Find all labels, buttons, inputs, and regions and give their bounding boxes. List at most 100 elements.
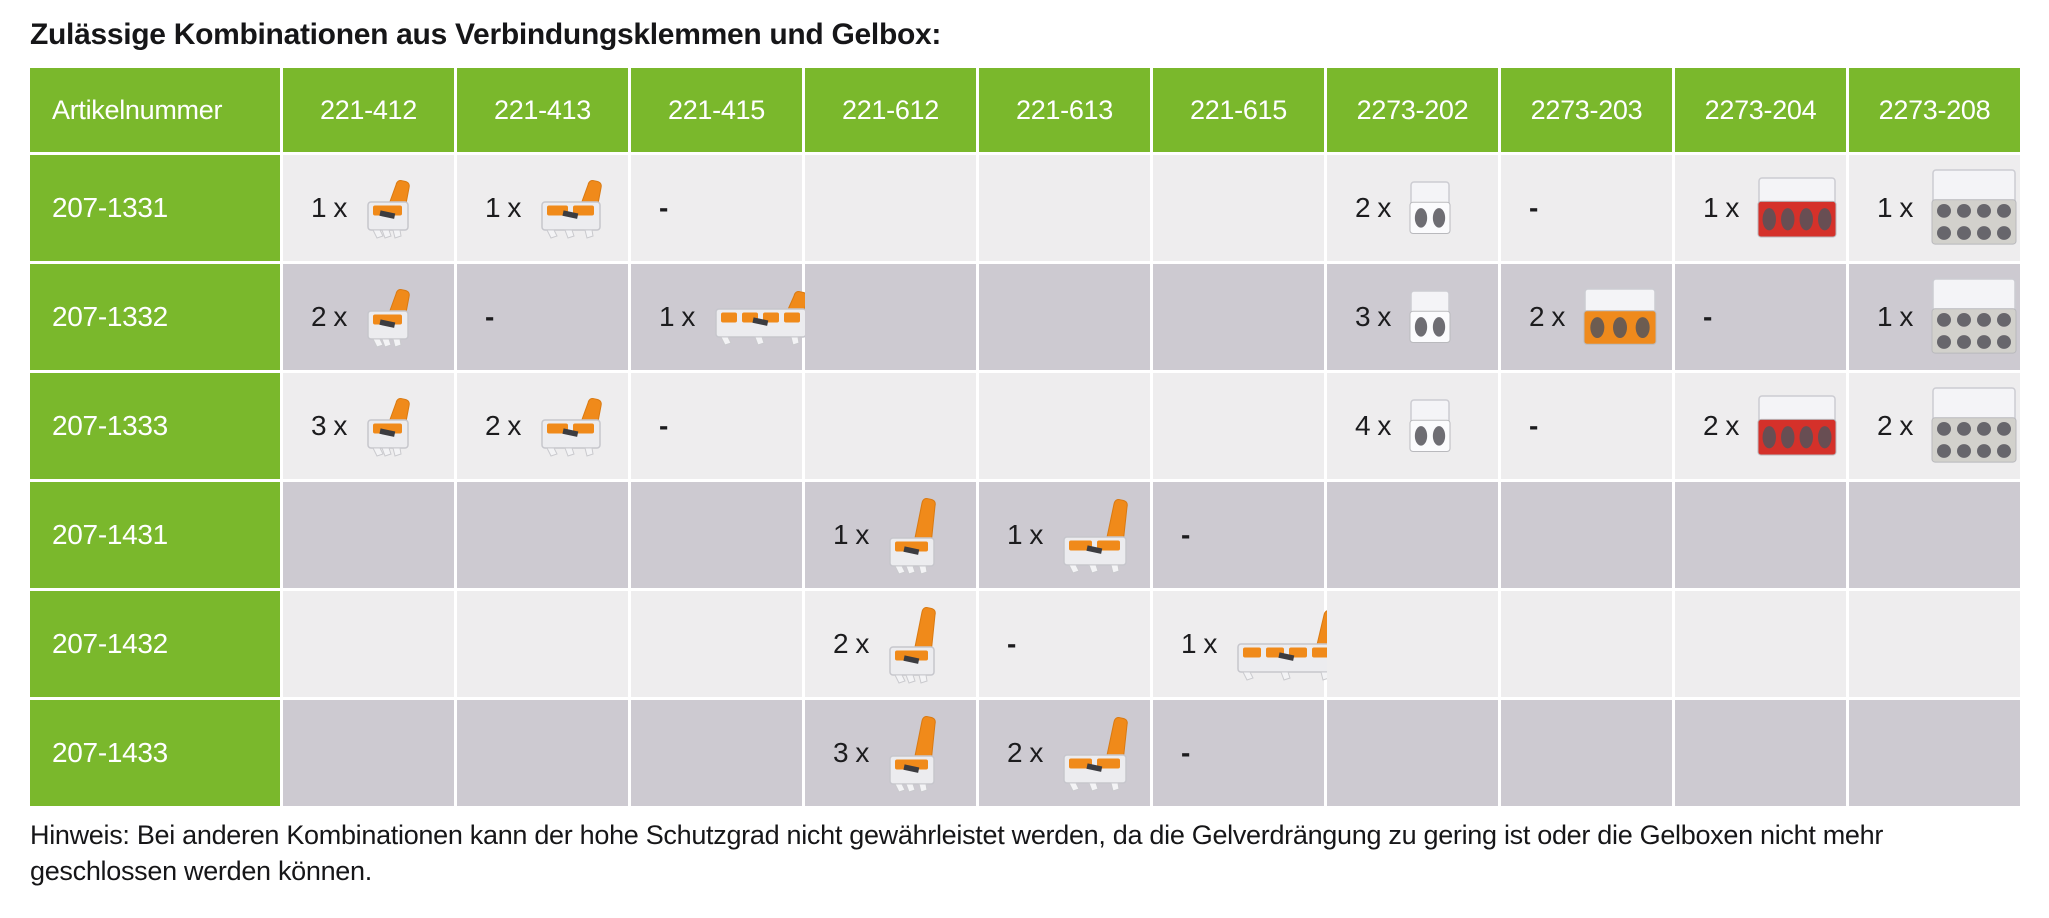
- cell-207-1431-221-415: [631, 482, 802, 588]
- quantity-label: 1 x: [833, 519, 869, 550]
- quantity-label: 2 x: [311, 301, 347, 332]
- page: Zulässige Kombinationen aus Verbindungsk…: [30, 18, 2020, 886]
- not-allowed-dash: -: [1007, 628, 1016, 659]
- quantity-label: 4 x: [1355, 410, 1391, 441]
- cell-207-1332-221-413: -: [457, 264, 628, 370]
- cell-207-1331-221-413: 1 x: [457, 155, 628, 261]
- quantity-label: 2 x: [1529, 301, 1565, 332]
- quantity-label: 1 x: [311, 192, 347, 223]
- not-allowed-dash: -: [485, 301, 494, 332]
- quantity-label: 2 x: [833, 628, 869, 659]
- cell-207-1432-221-613: -: [979, 591, 1150, 697]
- cell-207-1333-221-415: -: [631, 373, 802, 479]
- cell-207-1431-221-412: [283, 482, 454, 588]
- cell-207-1433-2273-202: [1327, 700, 1498, 806]
- not-allowed-dash: -: [1181, 737, 1190, 768]
- cell-207-1431-221-612: 1 x: [805, 482, 976, 588]
- cell-207-1333-2273-202: 4 x: [1327, 373, 1498, 479]
- cell-207-1432-221-413: [457, 591, 628, 697]
- not-allowed-dash: -: [659, 192, 668, 223]
- cell-207-1433-221-412: [283, 700, 454, 806]
- cell-207-1431-221-615: -: [1153, 482, 1324, 588]
- connector-2273-203-icon: [1580, 286, 1660, 348]
- connector-221-613-icon: [1058, 495, 1132, 575]
- cell-207-1432-2273-202: [1327, 591, 1498, 697]
- cell-207-1333-2273-204: 2 x: [1675, 373, 1846, 479]
- quantity-label: 2 x: [1355, 192, 1391, 223]
- cell-207-1433-221-613: 2 x: [979, 700, 1150, 806]
- cell-207-1331-2273-202: 2 x: [1327, 155, 1498, 261]
- connector-221-413-icon: [536, 394, 606, 458]
- cell-207-1431-221-413: [457, 482, 628, 588]
- cell-207-1332-221-615: [1153, 264, 1324, 370]
- connector-221-612-icon: [884, 712, 940, 794]
- connector-2273-202-icon: [1406, 179, 1454, 237]
- column-header-221-413: 221-413: [457, 68, 628, 152]
- connector-2273-208-icon: [1928, 276, 2020, 358]
- page-title: Zulässige Kombinationen aus Verbindungsk…: [30, 18, 942, 51]
- row-label-207-1432: 207-1432: [30, 591, 280, 697]
- cell-207-1432-2273-208: [1849, 591, 2020, 697]
- column-header-artikelnummer: Artikelnummer: [30, 68, 280, 152]
- cell-207-1331-2273-204: 1 x: [1675, 155, 1846, 261]
- cell-207-1432-2273-204: [1675, 591, 1846, 697]
- connector-221-613-icon: [1058, 713, 1132, 793]
- connector-221-612-icon: [884, 494, 940, 576]
- cell-207-1432-221-615: 1 x: [1153, 591, 1338, 697]
- cell-207-1432-2273-203: [1501, 591, 1672, 697]
- cell-207-1431-2273-202: [1327, 482, 1498, 588]
- quantity-label: 2 x: [1703, 410, 1739, 441]
- quantity-label: 3 x: [1355, 301, 1391, 332]
- row-label-207-1431: 207-1431: [30, 482, 280, 588]
- quantity-label: 2 x: [1007, 737, 1043, 768]
- quantity-label: 1 x: [1181, 628, 1217, 659]
- row-label-207-1433: 207-1433: [30, 700, 280, 806]
- connector-2273-204-icon: [1754, 393, 1840, 459]
- cell-207-1431-2273-208: [1849, 482, 2020, 588]
- connector-2273-208-icon: [1928, 385, 2020, 467]
- not-allowed-dash: -: [1703, 301, 1712, 332]
- quantity-label: 2 x: [1877, 410, 1913, 441]
- column-header-2273-202: 2273-202: [1327, 68, 1498, 152]
- footnote: Hinweis: Bei anderen Kombinationen kann …: [30, 820, 1884, 886]
- cell-207-1331-221-612: [805, 155, 976, 261]
- column-header-221-612: 221-612: [805, 68, 976, 152]
- quantity-label: 3 x: [833, 737, 869, 768]
- row-label-207-1332: 207-1332: [30, 264, 280, 370]
- connector-2273-204-icon: [1754, 175, 1840, 241]
- column-header-221-615: 221-615: [1153, 68, 1324, 152]
- cell-207-1431-2273-204: [1675, 482, 1846, 588]
- connector-221-413-icon: [536, 176, 606, 240]
- cell-207-1431-2273-203: [1501, 482, 1672, 588]
- cell-207-1331-2273-203: -: [1501, 155, 1672, 261]
- cell-207-1333-2273-203: -: [1501, 373, 1672, 479]
- cell-207-1333-221-613: [979, 373, 1150, 479]
- connector-221-612-icon: [884, 603, 940, 685]
- cell-207-1433-2273-203: [1501, 700, 1672, 806]
- quantity-label: 3 x: [311, 410, 347, 441]
- cell-207-1433-2273-208: [1849, 700, 2020, 806]
- quantity-label: 1 x: [1703, 192, 1739, 223]
- connector-221-615-icon: [1232, 606, 1342, 682]
- connector-2273-208-icon: [1928, 167, 2020, 249]
- cell-207-1332-221-415: 1 x: [631, 264, 808, 370]
- cell-207-1333-221-412: 3 x: [283, 373, 454, 479]
- row-label-207-1331: 207-1331: [30, 155, 280, 261]
- row-label-207-1333: 207-1333: [30, 373, 280, 479]
- cell-207-1333-221-615: [1153, 373, 1324, 479]
- quantity-label: 1 x: [1877, 192, 1913, 223]
- cell-207-1432-221-415: [631, 591, 802, 697]
- cell-207-1332-2273-208: 1 x: [1849, 264, 2020, 370]
- quantity-label: 1 x: [659, 301, 695, 332]
- cell-207-1433-221-415: [631, 700, 802, 806]
- quantity-label: 1 x: [1007, 519, 1043, 550]
- not-allowed-dash: -: [659, 410, 668, 441]
- column-header-221-415: 221-415: [631, 68, 802, 152]
- column-header-2273-208: 2273-208: [1849, 68, 2020, 152]
- cell-207-1433-2273-204: [1675, 700, 1846, 806]
- connector-221-412-icon: [362, 394, 414, 458]
- connector-2273-202-icon: [1406, 397, 1454, 455]
- column-header-2273-204: 2273-204: [1675, 68, 1846, 152]
- combination-table: Artikelnummer 221-412 221-413 221-415 221-61…: [30, 68, 2020, 806]
- column-header-221-412: 221-412: [283, 68, 454, 152]
